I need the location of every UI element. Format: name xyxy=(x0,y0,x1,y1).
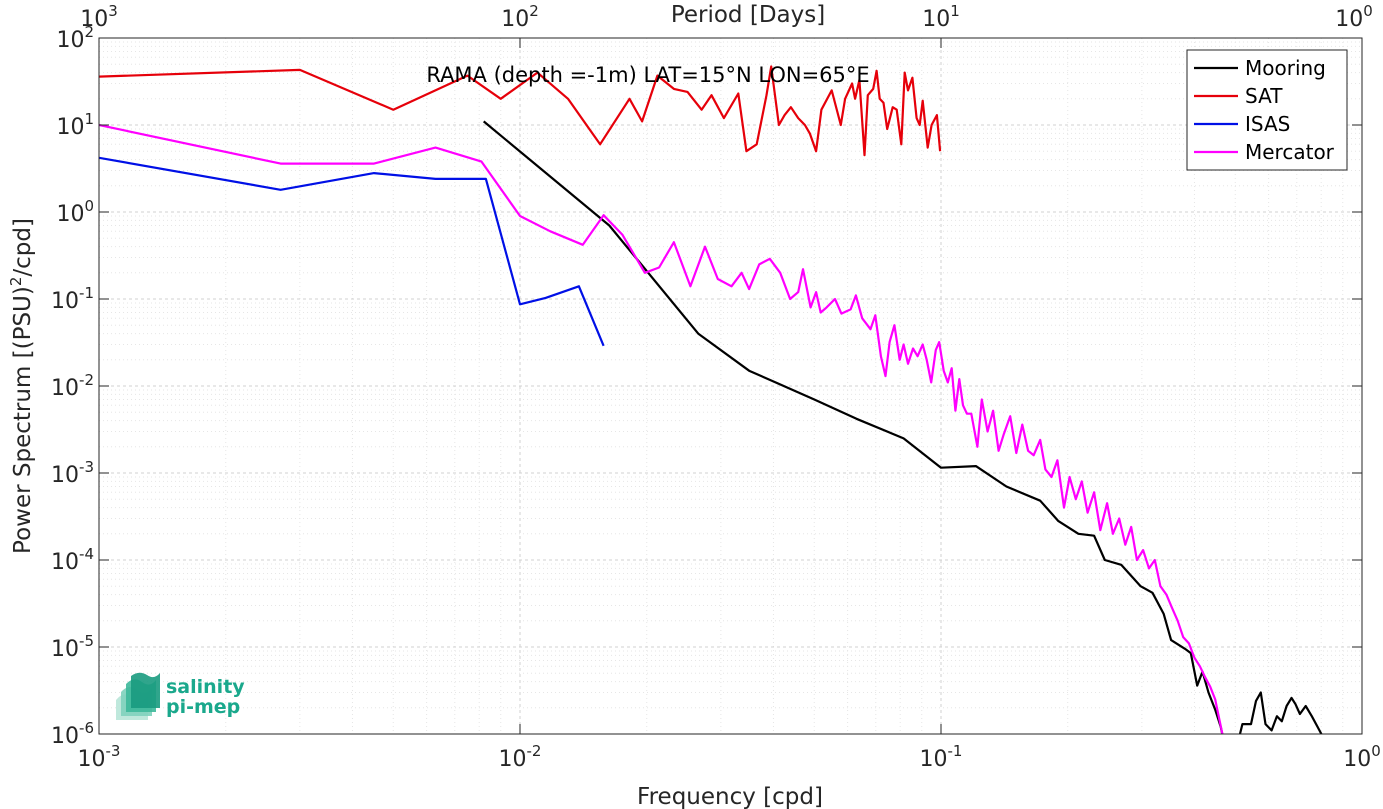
x-tick-label: 100 xyxy=(1343,742,1381,772)
x-tick-label-exp: -3 xyxy=(106,742,121,760)
top-tick-label: 103 xyxy=(80,2,118,32)
y-tick-label-exp: -1 xyxy=(79,284,94,302)
x-tick-label: 10-3 xyxy=(78,742,121,772)
top-tick-label-base: 10 xyxy=(922,7,950,32)
y-tick-label-exp: -6 xyxy=(79,719,94,737)
legend-box xyxy=(1186,49,1348,171)
legend: Mooring SAT ISAS Mercator xyxy=(1186,49,1348,171)
top-tick-label: 100 xyxy=(1335,2,1373,32)
top-tick-label-base: 10 xyxy=(501,7,529,32)
y-tick-label: 101 xyxy=(56,110,94,140)
top-tick-label-exp: 2 xyxy=(529,2,539,20)
y-tick-label: 10-5 xyxy=(51,632,94,662)
y-axis-title-sup: 2 xyxy=(7,277,25,287)
grid xyxy=(98,38,1362,735)
y-tick-label-exp: -2 xyxy=(79,371,94,389)
logo-line1: salinity xyxy=(166,676,245,698)
y-tick-label-base: 10 xyxy=(51,724,79,749)
y-tick-label-base: 10 xyxy=(51,289,79,314)
y-tick-label: 10-1 xyxy=(51,284,94,314)
y-tick-label-exp: -5 xyxy=(79,632,94,650)
legend-label-mercator: Mercator xyxy=(1245,140,1335,164)
x-tick-label: 10-1 xyxy=(920,742,963,772)
x-tick-label-exp: -2 xyxy=(527,742,542,760)
x-tick-label-base: 10 xyxy=(920,747,948,772)
logo-wave-icon xyxy=(116,672,160,720)
y-tick-label-base: 10 xyxy=(51,463,79,488)
x-tick-label-base: 10 xyxy=(1343,747,1371,772)
y-tick-label-exp: 1 xyxy=(84,110,94,128)
logo-line2: pi-mep xyxy=(166,696,240,718)
x-tick-labels: 10-3 10-2 10-1 100 xyxy=(78,742,1381,772)
x-axis-title: Frequency [cpd] xyxy=(637,784,823,809)
x-tick-label-exp: 0 xyxy=(1371,742,1381,760)
y-tick-label: 100 xyxy=(56,197,94,227)
series-line-isas xyxy=(99,156,605,347)
top-tick-label-exp: 3 xyxy=(108,2,118,20)
y-tick-label: 10-2 xyxy=(51,371,94,401)
legend-label-isas: ISAS xyxy=(1245,112,1290,136)
x-tick-label-base: 10 xyxy=(499,747,527,772)
y-tick-label-base: 10 xyxy=(56,28,84,53)
top-tick-label-base: 10 xyxy=(1335,7,1363,32)
y-tick-label-exp: -3 xyxy=(79,458,94,476)
top-tick-label-exp: 0 xyxy=(1363,2,1373,20)
chart-annotation: RAMA (depth =-1m) LAT=15°N LON=65°E xyxy=(426,63,869,87)
y-tick-label-exp: -4 xyxy=(79,545,94,563)
x-tick-label-base: 10 xyxy=(78,747,106,772)
x-tick-label-exp: -1 xyxy=(948,742,963,760)
y-tick-label-base: 10 xyxy=(51,550,79,575)
top-tick-label-exp: 1 xyxy=(950,2,960,20)
y-tick-label-base: 10 xyxy=(56,115,84,140)
y-tick-label-base: 10 xyxy=(56,202,84,227)
top-tick-label-base: 10 xyxy=(80,7,108,32)
y-tick-label-base: 10 xyxy=(51,637,79,662)
legend-label-sat: SAT xyxy=(1245,84,1283,108)
series-line-sat xyxy=(99,65,942,157)
series-line-mooring xyxy=(482,120,1323,734)
frame-ticks xyxy=(98,37,1363,735)
y-axis-title-main: Power Spectrum [(PSU) xyxy=(10,286,36,554)
y-tick-label: 102 xyxy=(56,23,94,53)
y-tick-label: 10-6 xyxy=(51,719,94,749)
y-tick-label-base: 10 xyxy=(51,376,79,401)
y-tick-label-exp: 2 xyxy=(84,23,94,41)
top-tick-label: 102 xyxy=(501,2,539,32)
y-tick-label: 10-3 xyxy=(51,458,94,488)
legend-items: Mooring SAT ISAS Mercator xyxy=(1194,56,1335,164)
top-tick-labels: 103 102 101 100 xyxy=(80,2,1373,32)
series-line-mercator xyxy=(99,123,1224,734)
y-tick-label: 10-4 xyxy=(51,545,94,575)
top-tick-label: 101 xyxy=(922,2,960,32)
y-axis-title-tail: /cpd] xyxy=(10,218,36,277)
legend-label-mooring: Mooring xyxy=(1245,56,1326,80)
y-axis-title: Power Spectrum [(PSU)2/cpd] xyxy=(7,218,36,554)
series-group xyxy=(99,65,1323,734)
salinity-pi-mep-logo: salinity pi-mep xyxy=(116,672,245,720)
top-axis-title: Period [Days] xyxy=(671,2,825,28)
x-tick-label: 10-2 xyxy=(499,742,542,772)
y-tick-label-exp: 0 xyxy=(84,197,94,215)
